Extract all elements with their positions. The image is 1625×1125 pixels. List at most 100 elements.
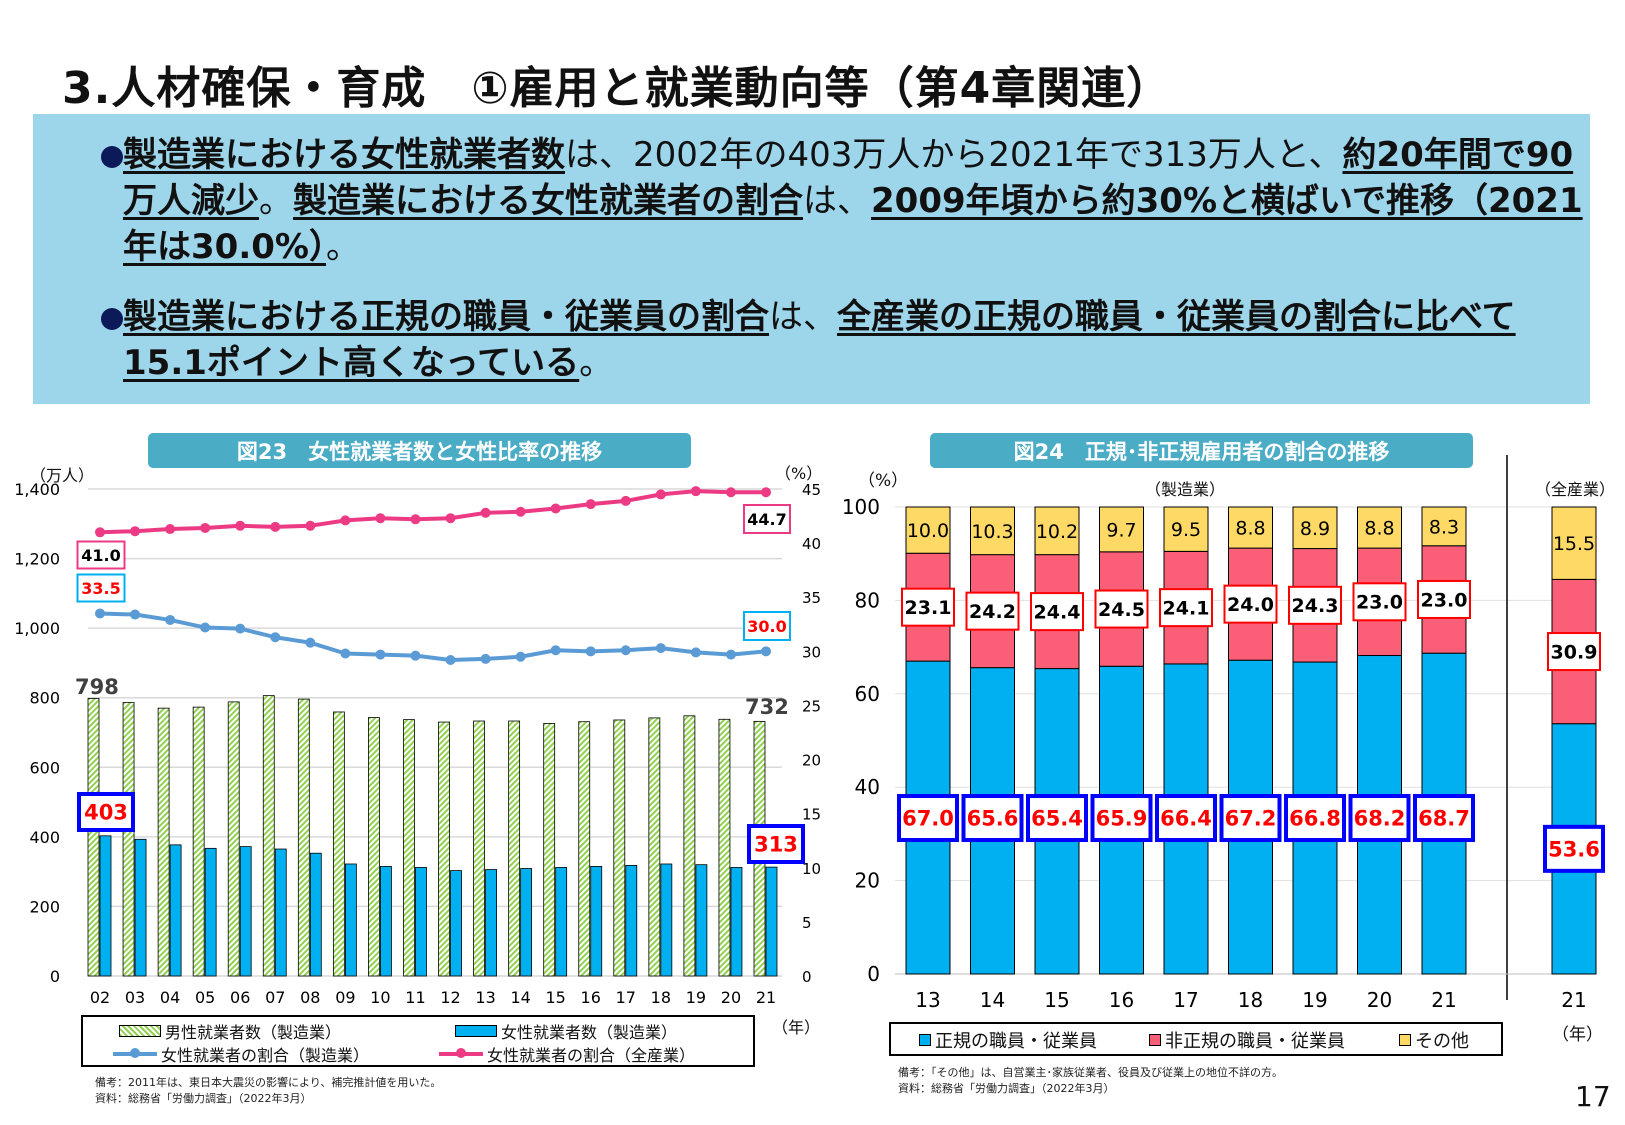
legend-label: 正規の職員・従業員 — [935, 1031, 1097, 1052]
mfg-ratio-point — [725, 649, 736, 660]
left-tick-label: 1,000 — [14, 619, 60, 638]
all-ratio-point — [270, 521, 281, 532]
nonregular-value-label-box — [965, 591, 1020, 631]
female-first-label-box — [77, 792, 135, 832]
right-tick-label: 0 — [802, 968, 812, 986]
note-line: 備考：2011年は、東日本大震災の影響により、補完推計値を用いた。 — [95, 1076, 442, 1089]
mfg-ratio-point — [690, 647, 701, 658]
all-ratio-point — [550, 503, 561, 514]
all-ratio-point — [585, 499, 596, 510]
mfg-last-label: 30.0 — [747, 617, 786, 636]
other-segment — [1099, 506, 1144, 553]
mfg-ratio-point — [761, 646, 771, 657]
all-last-label-box — [743, 504, 791, 534]
fig24-y-unit: （%） — [858, 471, 909, 491]
x-tick-label: 10 — [370, 988, 390, 1007]
summary-bullet-1: 製造業における女性就業者数は、2002年の403万人から2021年で313万人と… — [101, 132, 1588, 270]
male-bar — [87, 698, 100, 977]
right-tick-label: 10 — [802, 860, 821, 878]
female-bar — [169, 844, 182, 977]
legend-label: 非正規の職員・従業員 — [1165, 1031, 1345, 1052]
other-segment — [1357, 506, 1402, 549]
summary-text: 。 — [259, 181, 293, 221]
mfg-ratio-point — [165, 614, 176, 625]
other-segment — [1034, 506, 1080, 556]
fig24-notes: 備考：「その他」は、自営業主･家族従業者、役員及び従業上の地位不詳の方。 資料：… — [898, 1065, 1283, 1097]
blue-swatch-icon — [455, 1025, 497, 1037]
other-segment — [1551, 506, 1597, 580]
summary-emphasis: 製造業における女性就業者の割合 — [293, 181, 803, 221]
bullet-dot-icon — [101, 146, 123, 168]
line-marker-icon — [113, 1048, 157, 1058]
source-line: 資料：総務省「労働力調査」（2022年3月） — [95, 1092, 312, 1105]
summary-box: 製造業における女性就業者数は、2002年の403万人から2021年で313万人と… — [33, 114, 1590, 404]
regular-value-label: 65.4 — [1031, 807, 1083, 831]
female-bar — [730, 867, 743, 977]
summary-bullet-2: 製造業における正規の職員・従業員の割合は、全産業の正規の職員・従業員の割合に比べ… — [101, 294, 1588, 386]
male-bar — [122, 702, 135, 977]
left-tick-label: 800 — [29, 689, 60, 708]
other-value-label: 8.3 — [1429, 516, 1459, 538]
mfg-ratio-point — [445, 654, 456, 665]
x-tick-label: 21 — [756, 988, 776, 1007]
mfg-ratio-line — [99, 611, 767, 662]
mfg-ratio-point — [620, 645, 631, 656]
other-value-label: 10.0 — [907, 520, 949, 542]
legend-label: 女性就業者の割合（全産業） — [487, 1046, 696, 1065]
x-tick-label: 21 — [1561, 988, 1586, 1012]
x-tick-label: 18 — [651, 988, 671, 1007]
x-tick-label: 12 — [440, 988, 460, 1007]
other-segment — [1228, 506, 1273, 549]
mfg-ratio-point — [130, 609, 141, 620]
y-tick-label: 100 — [842, 495, 880, 519]
other-value-label: 10.2 — [1036, 521, 1078, 543]
all-ratio-point — [515, 506, 526, 517]
male-bar — [508, 720, 521, 977]
right-tick-label: 15 — [802, 806, 821, 824]
x-tick-label: 05 — [195, 988, 215, 1007]
legend-female: 女性就業者数（製造業） — [455, 1019, 677, 1043]
male-bar — [473, 720, 485, 977]
summary-text: 。 — [325, 227, 360, 267]
summary-text: 。 — [579, 343, 614, 383]
legend-all-ratio: 女性就業者の割合（全産業） — [439, 1042, 695, 1066]
regular-value-label-box — [1543, 824, 1605, 873]
other-value-label: 15.5 — [1553, 533, 1595, 555]
fig23-left-unit: （万人） — [30, 466, 95, 485]
fig23-notes: 備考：2011年は、東日本大震災の影響により、補完推計値を用いた。 資料：総務省… — [95, 1075, 441, 1107]
male-bar — [648, 717, 661, 977]
y-tick-label: 20 — [855, 869, 880, 893]
regular-value-label: 68.7 — [1418, 807, 1470, 831]
other-value-label: 8.9 — [1300, 518, 1330, 540]
regular-value-label-box — [1026, 794, 1088, 843]
other-segment — [970, 506, 1015, 556]
female-bar — [99, 835, 112, 977]
mfg-ratio-point — [515, 651, 526, 662]
mfg-ratio-point — [655, 643, 666, 654]
x-tick-label: 06 — [230, 988, 250, 1007]
nonregular-value-label-box — [1030, 592, 1084, 632]
right-tick-label: 45 — [802, 481, 821, 499]
mfg-ratio-point — [235, 623, 246, 634]
male-bar — [683, 715, 696, 977]
regular-value-label-box — [961, 794, 1024, 843]
x-tick-label: 03 — [125, 988, 145, 1007]
x-tick-label: 18 — [1238, 988, 1263, 1012]
female-bar — [239, 846, 252, 977]
mfg-ratio-point — [375, 649, 386, 660]
regular-value-label: 67.0 — [902, 807, 954, 831]
nonregular-value-label: 30.9 — [1551, 641, 1598, 663]
male-bar — [192, 706, 205, 977]
legend-male: 男性就業者数（製造業） — [119, 1019, 341, 1043]
male-bar — [332, 711, 345, 977]
regular-value-label: 66.8 — [1289, 807, 1341, 831]
source-line: 資料：総務省「労働力調査」（2022年3月） — [898, 1082, 1115, 1095]
x-tick-label: 13 — [915, 988, 940, 1012]
summary-text: は、2002年の403万人から2021年で313万人と、 — [565, 135, 1343, 175]
nonregular-value-label-box — [901, 587, 955, 627]
red-swatch-icon — [1149, 1034, 1161, 1046]
summary-emphasis: 約20年間で90万人減少 — [123, 135, 1574, 221]
x-tick-label: 15 — [546, 988, 566, 1007]
nonregular-value-label: 24.0 — [1227, 594, 1274, 616]
all-ratio-point — [130, 526, 141, 537]
